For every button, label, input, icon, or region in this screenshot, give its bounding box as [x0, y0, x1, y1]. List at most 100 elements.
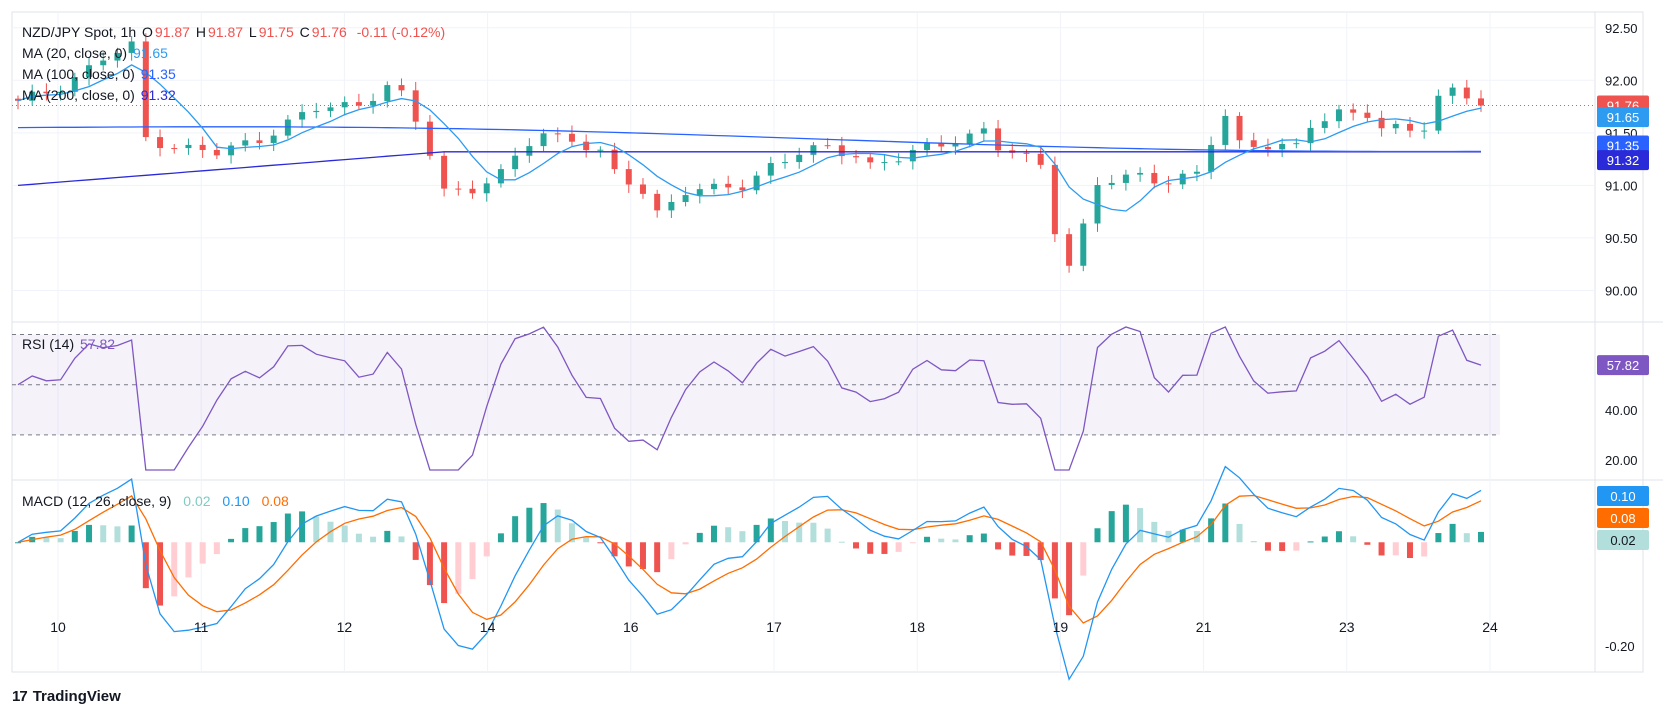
- candle-body: [739, 187, 746, 191]
- macd-histogram-bar: [1392, 542, 1399, 556]
- macd-histogram-bar: [895, 542, 902, 552]
- macd-histogram-bar: [881, 542, 888, 554]
- macd-histogram-bar: [242, 528, 249, 543]
- macd-histogram-bar: [1108, 511, 1115, 543]
- macd-histogram-bar: [284, 513, 291, 543]
- macd-line: [17, 465, 1482, 681]
- candle-body: [1435, 95, 1442, 131]
- macd-histogram-bar: [398, 536, 405, 543]
- candle-body: [1193, 171, 1200, 174]
- macd-histogram-bar: [1137, 508, 1144, 543]
- candle-body: [909, 150, 916, 162]
- macd-histogram-bar: [441, 542, 448, 604]
- candle-body: [1264, 146, 1271, 150]
- time-axis-label: 11: [194, 619, 209, 635]
- rsi-line: [17, 326, 1482, 471]
- candle-body: [639, 184, 646, 194]
- ma200-legend: MA (200, close, 0) 91.32: [22, 87, 176, 103]
- candle-body: [1023, 152, 1030, 154]
- ma20-legend: MA (20, close, 0) 91.65: [22, 45, 168, 61]
- macd-signal-line: [17, 494, 1482, 624]
- macd-histogram-bar: [355, 533, 362, 543]
- macd-histogram-bar: [71, 530, 78, 543]
- candle-body: [1478, 98, 1484, 106]
- candle-body: [952, 143, 959, 147]
- macd-histogram-bar: [554, 509, 561, 543]
- macd-histogram-bar: [384, 530, 391, 543]
- candle-body: [1137, 172, 1144, 175]
- macd-histogram-bar: [824, 528, 831, 543]
- candle-body: [341, 102, 348, 108]
- candle-body: [966, 133, 973, 144]
- macd-histogram-bar: [313, 516, 320, 543]
- macd-histogram-bar: [270, 522, 277, 543]
- candle-body: [995, 128, 1002, 151]
- candle-body: [1350, 109, 1357, 113]
- candle-body: [782, 162, 789, 164]
- rsi-axis-label: 20.00: [1605, 453, 1638, 468]
- candle-body: [526, 146, 533, 156]
- signal-tag-bg: [1597, 508, 1649, 528]
- macd-histogram-bar: [838, 541, 845, 543]
- macd-histogram-bar: [668, 542, 675, 560]
- candle-body: [1236, 115, 1243, 141]
- macd-histogram-bar: [57, 538, 64, 543]
- candle-body: [1108, 182, 1115, 186]
- macd-histogram-bar: [1080, 542, 1087, 576]
- candle-body: [753, 175, 760, 191]
- macd-histogram-bar: [966, 535, 973, 543]
- candle-body: [611, 149, 618, 170]
- macd-histogram-bar: [597, 542, 604, 544]
- macd-histogram-bar: [1222, 503, 1229, 543]
- tradingview-brand: 17 TradingView: [12, 688, 121, 705]
- candle-body: [938, 143, 945, 147]
- macd-histogram-bar: [1449, 523, 1456, 543]
- macd-histogram-bar: [1023, 542, 1030, 556]
- rsi-tag: 57.82: [1607, 358, 1640, 373]
- macd-histogram-bar: [1463, 533, 1470, 543]
- candle-body: [1321, 121, 1328, 128]
- macd-histogram-bar: [1364, 542, 1371, 545]
- ma200-line: [17, 151, 1481, 187]
- candle-body: [171, 148, 178, 150]
- macd-histogram-bar: [654, 542, 661, 573]
- candle-body: [100, 60, 107, 66]
- candle-body: [355, 102, 362, 106]
- macd-histogram-bar: [1122, 504, 1129, 543]
- candle-body: [426, 121, 433, 156]
- macd-histogram-bar: [1293, 542, 1300, 551]
- macd-histogram-bar: [171, 542, 178, 597]
- candle-body: [71, 77, 78, 92]
- candle-body: [1406, 123, 1413, 131]
- candle-body: [568, 133, 575, 142]
- time-axis-label: 19: [1053, 619, 1069, 635]
- candle-body: [114, 52, 121, 61]
- candle-body: [142, 41, 149, 138]
- candle-body: [980, 128, 987, 134]
- macd-histogram-bar: [1264, 542, 1271, 551]
- macd-histogram-bar: [639, 542, 646, 570]
- macd-tag: 0.10: [1610, 489, 1635, 504]
- candle-body: [838, 145, 845, 157]
- macd-histogram-bar: [100, 525, 107, 543]
- macd-histogram-bar: [1151, 521, 1158, 543]
- macd-histogram-bar: [1179, 529, 1186, 543]
- macd-histogram-bar: [1208, 518, 1215, 543]
- candle-body: [1122, 174, 1129, 183]
- macd-histogram-bar: [696, 532, 703, 543]
- macd-histogram-bar: [114, 526, 121, 543]
- macd-legend: MACD (12, 26, close, 9) 0.02 0.10 0.08: [22, 493, 289, 509]
- candle-body: [128, 41, 135, 53]
- candle-body: [270, 135, 277, 143]
- candle-body: [668, 201, 675, 211]
- candle-body: [881, 162, 888, 164]
- time-axis-label: 10: [50, 619, 66, 635]
- candle-body: [682, 195, 689, 202]
- price-pane: [12, 33, 1595, 273]
- time-axis-label: 24: [1482, 619, 1498, 635]
- macd-histogram-bar: [1307, 541, 1314, 543]
- candle-body: [1364, 112, 1371, 118]
- macd-histogram-bar: [512, 516, 519, 543]
- macd-histogram-bar: [426, 542, 433, 586]
